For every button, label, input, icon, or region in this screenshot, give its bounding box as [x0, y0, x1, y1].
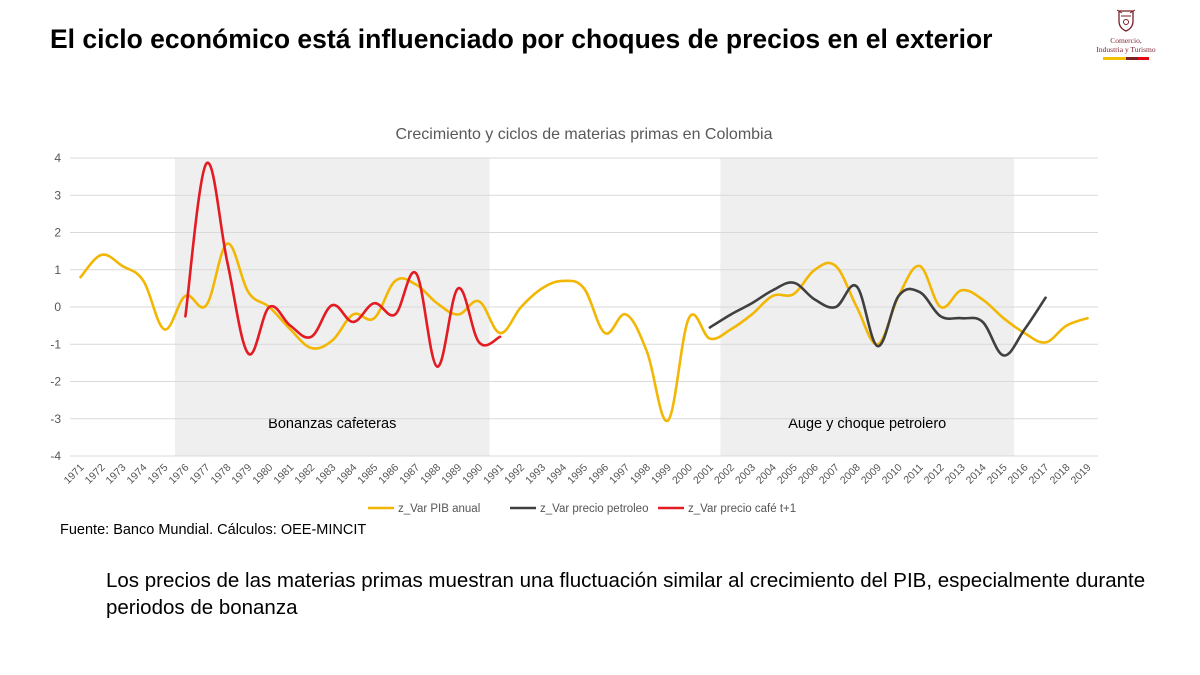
x-tick-label: 1989	[439, 462, 464, 487]
x-tick-label: 1973	[104, 462, 129, 487]
x-tick-label: 1982	[292, 462, 317, 487]
x-tick-label: 2005	[775, 462, 800, 487]
commodity-cycle-chart: Bonanzas cafeteras Auge y choque petroler…	[50, 126, 1098, 515]
logo-text-line2: Industria y Turismo	[1096, 44, 1156, 54]
y-tick-label: -4	[50, 449, 61, 463]
legend-label: z_Var PIB anual	[398, 503, 480, 515]
x-tick-label: 1979	[229, 462, 254, 487]
ministry-logo: Comercio, Industria y Turismo	[1078, 8, 1174, 70]
flag-red	[1137, 57, 1149, 60]
x-tick-label: 2001	[691, 462, 716, 487]
y-tick-label: -1	[50, 337, 61, 351]
x-tick-label: 1974	[125, 462, 150, 487]
x-tick-label: 1988	[418, 462, 443, 487]
x-tick-label: 1971	[62, 462, 87, 487]
x-tick-label: 1996	[586, 462, 611, 487]
x-tick-label: 1972	[83, 462, 108, 487]
x-tick-label: 1993	[523, 462, 548, 487]
x-tick-label: 1995	[565, 462, 590, 487]
x-tick-label: 1985	[355, 462, 380, 487]
chart-title: Crecimiento y ciclos de materias primas …	[395, 126, 772, 143]
x-tick-label: 1981	[271, 462, 296, 487]
x-tick-label: 1987	[397, 462, 422, 487]
series-line	[79, 242, 1089, 422]
y-tick-label: 4	[54, 151, 61, 165]
y-tick-label: 1	[54, 263, 61, 277]
series-line	[708, 281, 1047, 357]
y-tick-label: 3	[54, 188, 61, 202]
x-tick-label: 2000	[670, 462, 695, 487]
x-tick-label: 2017	[1027, 462, 1052, 487]
x-tick-label: 2006	[796, 462, 821, 487]
x-tick-label: 1978	[208, 462, 233, 487]
y-tick-label: -2	[50, 375, 61, 389]
x-tick-label: 1992	[502, 462, 527, 487]
legend-label: z_Var precio café t+1	[688, 503, 796, 515]
x-tick-label: 1975	[146, 462, 171, 487]
x-tick-label: 2012	[922, 462, 947, 487]
x-tick-label: 2016	[1006, 462, 1031, 487]
x-tick-label: 2009	[859, 462, 884, 487]
x-tick-label: 2007	[817, 462, 842, 487]
x-tick-label: 2014	[964, 462, 989, 487]
x-tick-label: 1997	[607, 462, 632, 487]
x-tick-label: 2019	[1069, 462, 1094, 487]
slide-caption: Los precios de las materias primas muest…	[106, 569, 1146, 619]
x-tick-label: 1977	[187, 462, 212, 487]
x-tick-label: 1994	[544, 462, 569, 487]
y-tick-label: -3	[50, 412, 61, 426]
shaded-region-label: Auge y choque petrolero	[788, 416, 946, 432]
x-tick-label: 2010	[880, 462, 905, 487]
source-note: Fuente: Banco Mundial. Cálculos: OEE-MIN…	[60, 522, 367, 538]
slide-title: El ciclo económico está influenciado por…	[50, 24, 993, 54]
flag-yellow	[1103, 57, 1126, 60]
x-tick-label: 2015	[985, 462, 1010, 487]
x-tick-label: 1980	[250, 462, 275, 487]
logo-text-line1: Comercio,	[1110, 36, 1142, 45]
series-line	[184, 161, 502, 368]
flag-stripe	[1103, 57, 1149, 60]
coat-of-arms-icon	[1116, 9, 1136, 32]
x-tick-label: 1991	[481, 462, 506, 487]
flag-maroon	[1126, 57, 1138, 60]
x-tick-label: 1999	[649, 462, 674, 487]
x-tick-label: 1984	[334, 462, 359, 487]
x-tick-label: 1990	[460, 462, 485, 487]
y-tick-label: 2	[54, 226, 61, 240]
x-tick-label: 2018	[1048, 462, 1073, 487]
x-tick-label: 2003	[733, 462, 758, 487]
x-tick-label: 2004	[754, 462, 779, 487]
x-tick-label: 2013	[943, 462, 968, 487]
x-tick-label: 1998	[628, 462, 653, 487]
x-tick-label: 2011	[901, 462, 926, 487]
x-tick-label: 2008	[838, 462, 863, 487]
legend-label: z_Var precio petroleo	[540, 503, 648, 515]
shaded-region-label: Bonanzas cafeteras	[268, 416, 396, 432]
x-tick-label: 1976	[167, 462, 192, 487]
x-tick-label: 1983	[313, 462, 338, 487]
x-tick-label: 2002	[712, 462, 737, 487]
x-tick-label: 1986	[376, 462, 401, 487]
y-tick-label: 0	[54, 300, 61, 314]
